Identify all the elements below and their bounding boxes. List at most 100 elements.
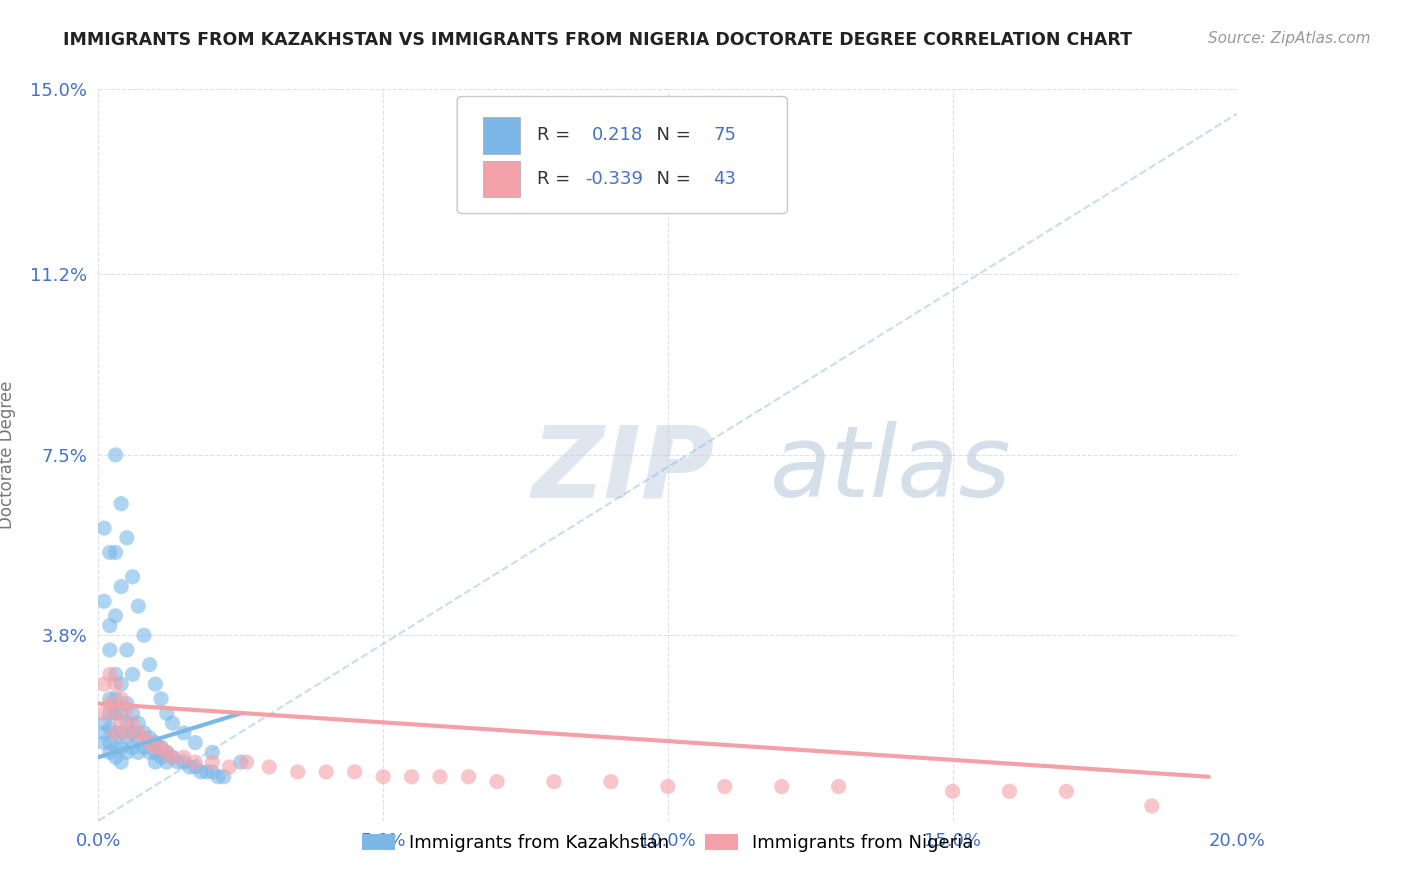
Point: [115, 701, 138, 715]
Point: [110, 706, 132, 721]
Point: [104, 726, 127, 740]
FancyBboxPatch shape: [484, 117, 520, 153]
Point: [110, 677, 132, 691]
Point: [184, 760, 207, 774]
Point: [235, 755, 257, 769]
Text: 0.218: 0.218: [592, 127, 643, 145]
Text: ZIP: ZIP: [531, 421, 714, 518]
Point: [132, 731, 155, 745]
Point: [127, 745, 149, 759]
Text: atlas: atlas: [770, 421, 1012, 518]
Point: [127, 599, 149, 613]
Point: [98, 736, 121, 750]
Point: [98, 706, 121, 721]
Point: [138, 731, 160, 745]
Point: [110, 580, 132, 594]
Point: [207, 770, 229, 784]
Point: [115, 745, 138, 759]
Point: [1056, 784, 1078, 798]
Point: [173, 726, 195, 740]
Point: [145, 677, 167, 691]
Point: [121, 716, 143, 731]
Point: [162, 750, 184, 764]
Point: [104, 740, 127, 755]
Point: [201, 755, 224, 769]
Point: [104, 448, 127, 462]
Point: [115, 531, 138, 545]
Point: [98, 721, 121, 735]
Point: [93, 594, 115, 608]
Point: [373, 770, 395, 784]
Legend: Immigrants from Kazakhstan, Immigrants from Nigeria: Immigrants from Kazakhstan, Immigrants f…: [354, 827, 981, 859]
Point: [150, 750, 173, 764]
Point: [156, 745, 179, 759]
FancyBboxPatch shape: [457, 96, 787, 213]
Point: [115, 726, 138, 740]
Text: R =: R =: [537, 170, 576, 188]
Point: [714, 780, 737, 794]
Point: [104, 545, 127, 559]
FancyBboxPatch shape: [484, 161, 520, 197]
Point: [162, 716, 184, 731]
Point: [828, 780, 851, 794]
Y-axis label: Doctorate Degree: Doctorate Degree: [0, 381, 17, 529]
Point: [942, 784, 965, 798]
Text: Source: ZipAtlas.com: Source: ZipAtlas.com: [1208, 31, 1371, 46]
Point: [98, 697, 121, 711]
Point: [179, 760, 201, 774]
Point: [132, 740, 155, 755]
Point: [93, 677, 115, 691]
Point: [184, 755, 207, 769]
Text: -0.339: -0.339: [585, 170, 643, 188]
Point: [121, 667, 143, 681]
Point: [93, 706, 115, 721]
Point: [770, 780, 793, 794]
Point: [145, 740, 167, 755]
Point: [104, 667, 127, 681]
Point: [315, 764, 337, 779]
Point: [115, 697, 138, 711]
Point: [98, 745, 121, 759]
Point: [127, 726, 149, 740]
Point: [98, 618, 121, 632]
Point: [104, 750, 127, 764]
Point: [457, 770, 479, 784]
Point: [93, 736, 115, 750]
Point: [104, 726, 127, 740]
Point: [110, 740, 132, 755]
Point: [150, 740, 173, 755]
Point: [156, 745, 179, 759]
Text: N =: N =: [645, 127, 696, 145]
Point: [110, 726, 132, 740]
Point: [110, 497, 132, 511]
Point: [162, 750, 184, 764]
Point: [93, 726, 115, 740]
Point: [657, 780, 679, 794]
Point: [145, 745, 167, 759]
Point: [229, 755, 252, 769]
Text: IMMIGRANTS FROM KAZAKHSTAN VS IMMIGRANTS FROM NIGERIA DOCTORATE DEGREE CORRELATI: IMMIGRANTS FROM KAZAKHSTAN VS IMMIGRANTS…: [63, 31, 1132, 49]
Point: [184, 736, 207, 750]
Point: [145, 736, 167, 750]
Point: [93, 521, 115, 535]
Point: [115, 731, 138, 745]
Point: [600, 774, 623, 789]
Point: [121, 740, 143, 755]
Point: [110, 691, 132, 706]
Point: [121, 706, 143, 721]
Point: [121, 570, 143, 584]
Text: N =: N =: [645, 170, 696, 188]
Point: [104, 706, 127, 721]
Text: 75: 75: [713, 127, 737, 145]
Point: [98, 667, 121, 681]
Point: [98, 545, 121, 559]
Text: R =: R =: [537, 127, 576, 145]
Point: [150, 740, 173, 755]
Point: [127, 731, 149, 745]
Point: [173, 750, 195, 764]
Point: [104, 608, 127, 623]
Point: [218, 760, 240, 774]
Point: [138, 745, 160, 759]
Point: [1140, 799, 1163, 814]
Point: [98, 691, 121, 706]
